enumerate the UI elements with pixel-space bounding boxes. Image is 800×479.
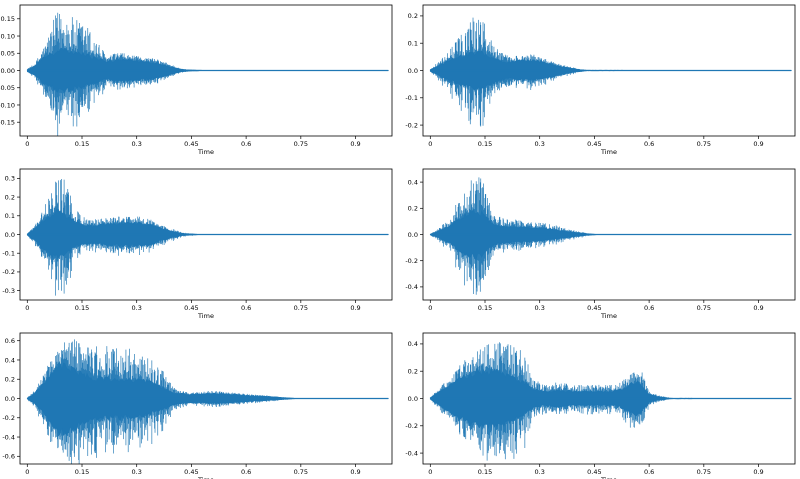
y-tick-label: -0.1 [405, 94, 418, 102]
x-tick-label: 0.45 [184, 468, 198, 476]
x-tick-label: 0.75 [294, 468, 308, 476]
waveform-series [429, 342, 792, 461]
y-tick-label: 0.0 [5, 231, 15, 239]
y-tick-label: -0.2 [405, 257, 418, 265]
y-tick-label: 0.05 [1, 50, 15, 58]
x-tick-label: 0.75 [294, 304, 308, 312]
x-tick-label: 0.6 [644, 468, 654, 476]
waveform-chart-3: 0 0.15 0.3 0.45 0.6 0.75 0.9 -0.3 -0.2 -0.1 0.0 0.1… [2, 168, 393, 320]
y-tick-label: -0.2 [2, 414, 15, 422]
x-tick-label: 0 [25, 140, 29, 148]
y-tick-label: 0.1 [408, 40, 418, 48]
x-tick-label: 0.15 [75, 140, 89, 148]
y-tick-label: -0.4 [405, 283, 418, 291]
x-tick-label: 0.3 [535, 304, 545, 312]
waveform-body [429, 367, 792, 430]
x-axis-label: Time [197, 148, 214, 156]
y-tick-label: -0.2 [405, 121, 418, 129]
y-tick-label: 0.4 [5, 356, 15, 364]
waveform-chart-1: 0 0.15 0.3 0.45 0.6 0.75 0.9 -0.15 -0.10 -0.05 0.0… [0, 4, 393, 156]
y-tick-label: 0.10 [1, 32, 15, 40]
x-tick-label: 0.75 [697, 304, 711, 312]
x-tick-label: 0 [428, 304, 432, 312]
y-tick-label: -0.15 [0, 119, 15, 127]
waveform-chart-2: 0 0.15 0.3 0.45 0.6 0.75 0.9 -0.2 -0.1 0.0 0.1 0.2 T… [405, 4, 796, 156]
y-tick-label: -0.2 [405, 422, 418, 430]
waveform-chart-6: 0 0.15 0.3 0.45 0.6 0.75 0.9 -0.4 -0.2 0.0 0.2 0.4 T… [405, 332, 796, 479]
waveform-series [26, 339, 389, 464]
y-tick-label: -0.4 [405, 449, 418, 457]
x-tick-label: 0.9 [350, 140, 360, 148]
x-axis-label: Time [197, 312, 214, 320]
y-tick-label: 0.2 [408, 12, 418, 20]
y-tick-label: 0.4 [408, 340, 418, 348]
x-tick-label: 0.3 [132, 304, 142, 312]
y-tick-label: 0.6 [5, 337, 15, 345]
x-tick-label: 0 [25, 304, 29, 312]
x-tick-label: 0 [428, 468, 432, 476]
x-tick-label: 0.45 [587, 140, 601, 148]
x-tick-label: 0.45 [184, 304, 198, 312]
x-tick-label: 0.9 [753, 140, 763, 148]
y-tick-label: -0.4 [2, 433, 15, 441]
y-tick-label: 0.0 [408, 67, 418, 75]
x-tick-label: 0.75 [294, 140, 308, 148]
x-tick-label: 0.6 [241, 140, 251, 148]
x-tick-label: 0.15 [75, 468, 89, 476]
y-tick-label: 0.0 [408, 395, 418, 403]
x-tick-label: 0.6 [644, 140, 654, 148]
x-tick-label: 0.9 [753, 468, 763, 476]
waveform-series [26, 12, 389, 136]
y-tick-label: -0.3 [2, 287, 15, 295]
y-tick-label: -0.1 [2, 250, 15, 258]
x-tick-label: 0.3 [535, 140, 545, 148]
y-tick-label: -0.05 [0, 84, 15, 92]
y-tick-label: 0.3 [5, 175, 15, 183]
x-tick-label: 0.6 [644, 304, 654, 312]
x-axis-label: Time [600, 148, 617, 156]
waveform-chart-4: 0 0.15 0.3 0.45 0.6 0.75 0.9 -0.4 -0.2 0.0 0.2 0.4 T… [405, 168, 796, 320]
x-tick-label: 0.9 [350, 468, 360, 476]
waveform-body [26, 208, 389, 260]
y-tick-label: 0.2 [5, 193, 15, 201]
x-tick-label: 0.15 [478, 140, 492, 148]
y-tick-label: 0.2 [408, 205, 418, 213]
waveform-series [429, 17, 792, 127]
x-tick-label: 0.45 [184, 140, 198, 148]
y-tick-label: 0.0 [5, 395, 15, 403]
waveform-series [26, 179, 389, 296]
x-tick-label: 0.6 [241, 304, 251, 312]
x-tick-label: 0.75 [697, 468, 711, 476]
x-axis-label: Time [600, 476, 617, 479]
y-tick-label: 0.1 [5, 212, 15, 220]
y-tick-label: 0.2 [5, 376, 15, 384]
x-tick-label: 0.15 [75, 304, 89, 312]
y-tick-label: 0.00 [1, 67, 15, 75]
y-tick-label: 0.2 [408, 368, 418, 376]
x-tick-label: 0.15 [478, 468, 492, 476]
x-tick-label: 0 [25, 468, 29, 476]
waveform-series [429, 177, 792, 295]
x-tick-label: 0.3 [132, 140, 142, 148]
x-tick-label: 0.3 [535, 468, 545, 476]
x-tick-label: 0.45 [587, 304, 601, 312]
waveform-chart-5: 0 0.15 0.3 0.45 0.6 0.75 0.9 -0.6 -0.4 -0.2 0.0 0.2… [2, 332, 393, 479]
x-tick-label: 0.45 [587, 468, 601, 476]
y-tick-label: -0.10 [0, 101, 15, 109]
x-tick-label: 0.6 [241, 468, 251, 476]
x-axis-label: Time [600, 312, 617, 320]
y-tick-label: 0.4 [408, 178, 418, 186]
x-tick-label: 0.15 [478, 304, 492, 312]
y-tick-label: -0.6 [2, 453, 15, 461]
y-tick-label: -0.2 [2, 268, 15, 276]
x-tick-label: 0.75 [697, 140, 711, 148]
x-tick-label: 0.9 [753, 304, 763, 312]
x-tick-label: 0.9 [350, 304, 360, 312]
y-tick-label: 0.0 [408, 231, 418, 239]
x-tick-label: 0 [428, 140, 432, 148]
x-axis-label: Time [197, 476, 214, 479]
x-tick-label: 0.3 [132, 468, 142, 476]
y-tick-label: 0.15 [1, 15, 15, 23]
